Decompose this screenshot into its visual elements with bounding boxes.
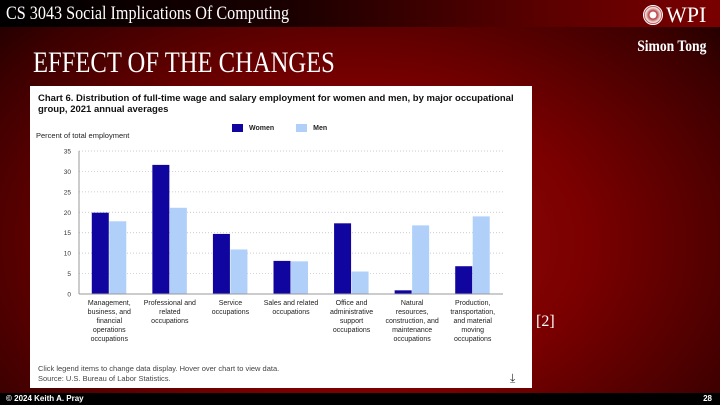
legend-men[interactable]: Men (296, 124, 327, 132)
footer-bar: © 2024 Keith A. Pray 28 (0, 393, 720, 405)
chart-footnote: Click legend items to change data displa… (38, 364, 279, 383)
bar-women (273, 260, 291, 294)
bar-men (412, 225, 430, 294)
author-name: Simon Tong (636, 38, 706, 55)
chart-legend: Women Men (232, 124, 327, 132)
y-tick-label: 35 (64, 149, 72, 156)
chart-note: Click legend items to change data displa… (38, 364, 280, 373)
bar-women (91, 212, 109, 294)
y-tick-label: 5 (67, 271, 71, 278)
copyright: © 2024 Keith A. Pray (6, 394, 84, 403)
bar-men (351, 271, 369, 294)
chart-source: Source: U.S. Bureau of Labor Statistics. (38, 373, 171, 383)
x-tick-label: Professional and related occupations (144, 300, 196, 325)
x-tick-label: Management, business, and financial operati… (88, 300, 131, 343)
bar-men (109, 221, 127, 294)
bar-women (212, 233, 230, 294)
y-tick-label: 30 (64, 169, 72, 176)
bar-women (455, 266, 473, 294)
bar-women (334, 223, 352, 294)
bar-men (169, 207, 187, 294)
x-tick-label: Sales and related occupations (264, 300, 319, 316)
bar-men (291, 261, 308, 294)
chart-title: Chart 6. Distribution of full-time wage … (38, 93, 514, 115)
bar-women (152, 164, 170, 294)
header-bar: CS 3043 Social Implications Of Computing… (0, 0, 720, 27)
wpi-logo: WPI (643, 2, 706, 28)
bar-men (472, 216, 490, 294)
bar-men (230, 249, 248, 294)
x-tick-label: Service occupations (212, 300, 250, 316)
logo-text: WPI (666, 2, 707, 27)
x-tick-label: Production, transportation, and material mo… (450, 300, 495, 343)
legend-women[interactable]: Women (232, 124, 274, 132)
reference-marker: [2] (536, 313, 555, 330)
y-tick-label: 15 (64, 230, 72, 237)
x-tick-label: Natural resources, construction, and mainte… (385, 300, 438, 343)
y-tick-label: 0 (67, 292, 71, 299)
download-icon[interactable]: ⤓ (510, 371, 516, 385)
y-axis-label: Percent of total employment (36, 131, 130, 140)
y-tick-label: 20 (64, 210, 72, 217)
bar-women (394, 290, 412, 294)
chart-image: Chart 6. Distribution of full-time wage … (30, 86, 532, 388)
course-title: CS 3043 Social Implications Of Computing (6, 3, 290, 24)
slide-title: EFFECT OF THE CHANGES (33, 46, 335, 79)
bar-plot: 0 5 10 15 20 25 30 35 Management, business, and fi… (64, 149, 503, 343)
y-tick-label: 25 (64, 189, 72, 196)
y-tick-label: 10 (64, 251, 72, 258)
seal-icon (643, 5, 663, 25)
x-tick-label: Office and administrative support occupatio… (330, 300, 373, 334)
page-number: 28 (703, 394, 712, 403)
